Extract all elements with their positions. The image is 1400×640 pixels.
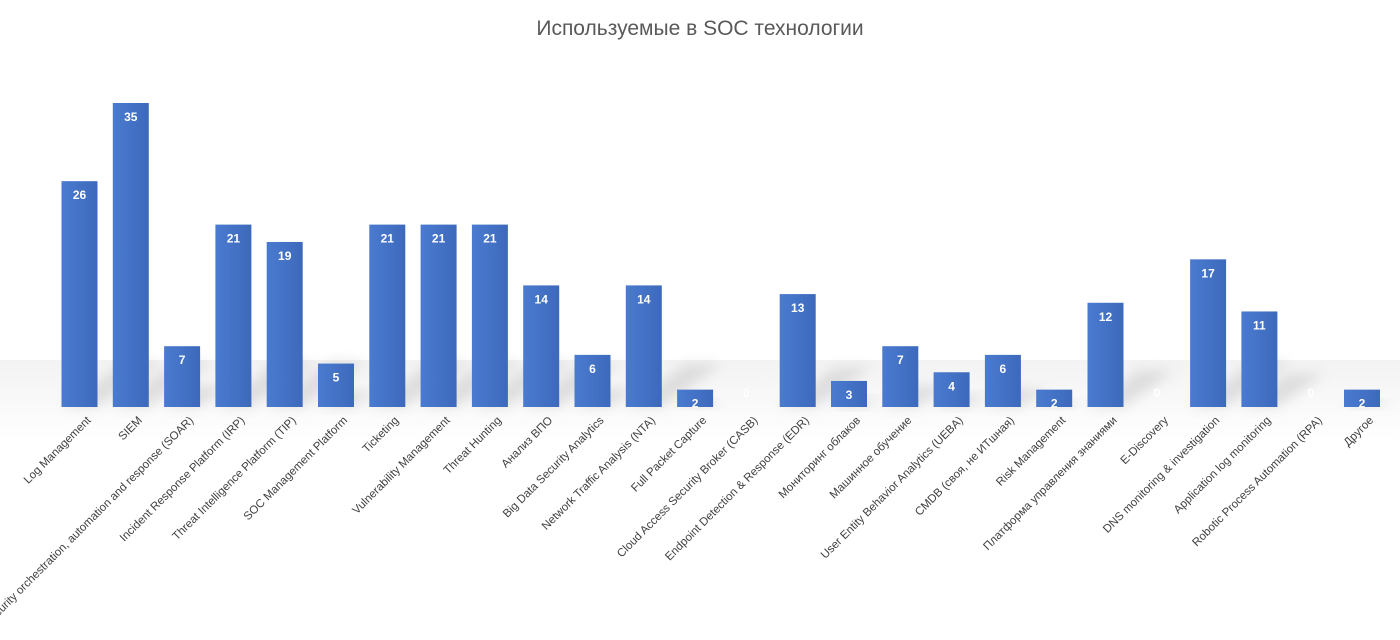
bar	[984, 354, 1021, 407]
data-label: 21	[381, 232, 395, 246]
data-label: 14	[535, 292, 549, 306]
bar	[1344, 389, 1380, 407]
bar	[215, 224, 252, 407]
data-label: 19	[278, 249, 292, 263]
bar	[831, 380, 867, 407]
bar	[318, 363, 354, 407]
bar	[420, 224, 457, 407]
data-label: 21	[483, 232, 497, 246]
data-label: 6	[589, 362, 596, 376]
data-label: 12	[1099, 310, 1113, 324]
data-label: 2	[1051, 397, 1058, 411]
bars	[61, 103, 1380, 407]
data-label: 26	[73, 188, 87, 202]
data-labels: 26 35 7 21 19 5 21 21 21 14 6 14 2 0 13 3 7 4 6 2 12 0 17 11 0 2	[73, 110, 1366, 411]
bar	[61, 181, 98, 407]
bar	[266, 241, 303, 407]
bar	[574, 354, 611, 407]
data-label: 3	[846, 388, 853, 402]
bar	[471, 224, 508, 407]
bar	[112, 103, 149, 407]
data-label: 2	[1359, 397, 1366, 411]
data-label: 7	[897, 353, 904, 367]
bar	[1087, 302, 1124, 407]
data-label: 6	[1000, 362, 1007, 376]
x-tick-label: Security orchestration, automation and r…	[0, 415, 196, 629]
bar	[523, 285, 560, 407]
bar	[882, 346, 919, 407]
data-label: 0	[1153, 386, 1160, 400]
bar	[1036, 389, 1073, 407]
data-label: 14	[637, 292, 651, 306]
data-label: 21	[227, 232, 241, 246]
data-label: 5	[333, 371, 340, 385]
data-label: 0	[743, 386, 750, 400]
data-label: 35	[124, 110, 138, 124]
bar	[164, 346, 201, 407]
data-label: 4	[948, 379, 955, 393]
data-label: 11	[1253, 318, 1266, 332]
data-label: 21	[432, 232, 446, 246]
data-label: 0	[1307, 386, 1314, 400]
data-label: 13	[791, 301, 805, 315]
data-label: 7	[179, 353, 186, 367]
bar	[1190, 259, 1227, 407]
chart-title: Используемые в SOC технологии	[536, 17, 863, 40]
bar	[677, 389, 714, 407]
data-label: 17	[1201, 266, 1215, 280]
bar	[369, 224, 406, 407]
bar	[1241, 311, 1278, 407]
bar	[933, 372, 970, 407]
bar	[625, 285, 662, 407]
data-label: 2	[692, 397, 699, 411]
bar	[779, 294, 816, 407]
